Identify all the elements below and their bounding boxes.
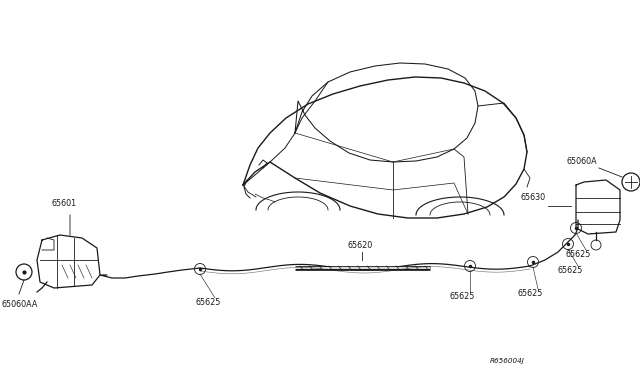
Text: 65625: 65625	[558, 266, 584, 275]
Text: R656004J: R656004J	[490, 358, 525, 364]
Text: 65630: 65630	[521, 193, 546, 202]
Text: 65060A: 65060A	[566, 157, 597, 166]
Text: 65060AA: 65060AA	[2, 300, 38, 309]
Text: 65625: 65625	[566, 250, 591, 259]
Text: 65625: 65625	[518, 289, 543, 298]
Text: 65625: 65625	[195, 298, 220, 307]
Text: 65601: 65601	[52, 199, 77, 208]
Text: 65620: 65620	[348, 241, 373, 250]
Text: 65625: 65625	[450, 292, 476, 301]
